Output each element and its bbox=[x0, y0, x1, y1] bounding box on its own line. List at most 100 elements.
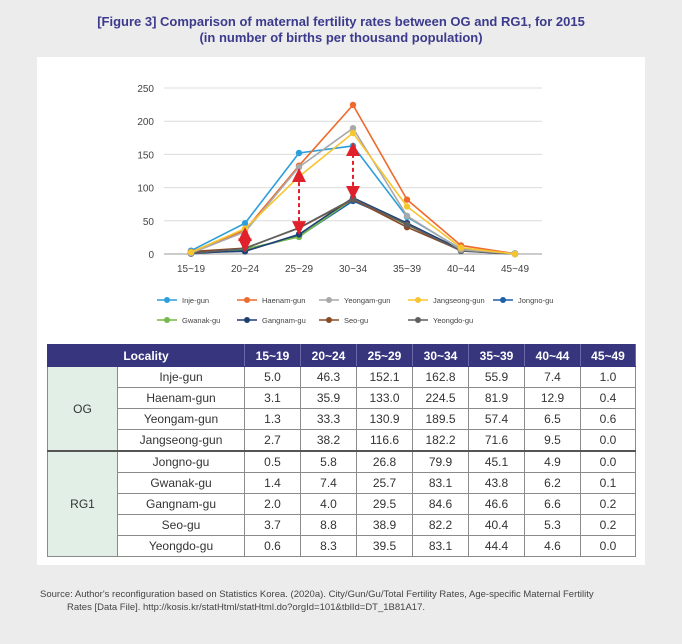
value-cell: 5.0 bbox=[244, 366, 302, 388]
figure-panel: 0 50 100 150 200 250 15~19 20~24 25~29 30~34 35~39… bbox=[37, 57, 645, 565]
value-cell: 4.0 bbox=[300, 493, 358, 515]
locality-cell: Haenam-gun bbox=[116, 387, 246, 409]
y-tick-label: 0 bbox=[148, 250, 154, 261]
value-cell: 0.2 bbox=[580, 493, 637, 515]
y-tick-label: 150 bbox=[137, 150, 154, 161]
header-age-group: 15~19 bbox=[244, 344, 302, 367]
value-cell: 133.0 bbox=[356, 387, 414, 409]
value-cell: 7.4 bbox=[300, 472, 358, 494]
value-cell: 4.6 bbox=[524, 535, 582, 557]
header-age-group: 40~44 bbox=[524, 344, 582, 367]
legend-marker bbox=[326, 317, 332, 323]
value-cell: 0.6 bbox=[244, 535, 302, 557]
locality-cell: Inje-gun bbox=[116, 366, 246, 388]
source-line-2: Rates [Data File]. http://kosis.kr/statH… bbox=[67, 602, 425, 613]
value-cell: 35.9 bbox=[300, 387, 358, 409]
value-cell: 9.5 bbox=[524, 429, 582, 452]
figure-title-line-2: (in number of births per thousand popula… bbox=[199, 30, 483, 45]
value-cell: 84.6 bbox=[412, 493, 470, 515]
value-cell: 1.0 bbox=[580, 366, 637, 388]
value-cell: 152.1 bbox=[356, 366, 414, 388]
header-age-group: 20~24 bbox=[300, 344, 358, 367]
legend-marker bbox=[326, 297, 332, 303]
table-row: Haenam-gun 3.1 35.9 133.0 224.5 81.9 12.9 0.4 bbox=[48, 387, 637, 409]
locality-cell: Seo-gu bbox=[116, 514, 246, 536]
legend-label: Gwanak-gu bbox=[182, 316, 220, 325]
series-line bbox=[190, 131, 516, 255]
locality-cell: Gangnam-gu bbox=[116, 493, 246, 515]
header-age-group: 35~39 bbox=[468, 344, 526, 367]
table-row: Jangseong-gun 2.7 38.2 116.6 182.2 71.6 9.5 0.0 bbox=[48, 429, 637, 452]
series-point bbox=[349, 129, 357, 137]
x-tick-label: 35~39 bbox=[393, 264, 422, 275]
figure-title: [Figure 3] Comparison of maternal fertil… bbox=[0, 14, 682, 46]
legend-marker bbox=[415, 297, 421, 303]
value-cell: 2.7 bbox=[244, 429, 302, 452]
value-cell: 79.9 bbox=[412, 450, 470, 473]
value-cell: 0.4 bbox=[580, 387, 637, 409]
table-row: RG1 Jongno-gu 0.5 5.8 26.8 79.9 45.1 4.9 0.0 bbox=[47, 450, 637, 557]
series-point bbox=[349, 142, 357, 150]
value-cell: 162.8 bbox=[412, 366, 470, 388]
y-tick-label: 200 bbox=[137, 117, 154, 128]
value-cell: 43.8 bbox=[468, 472, 526, 494]
legend-label: Yeongdo-gu bbox=[433, 316, 473, 325]
value-cell: 0.0 bbox=[580, 450, 637, 473]
table-header-row: Locality 15~19 20~24 25~29 30~34 35~39 40~44 45… bbox=[46, 344, 637, 367]
table-row: Yeongam-gun 1.3 33.3 130.9 189.5 57.4 6.5 0.6 bbox=[48, 408, 637, 430]
table-row: Seo-gu 3.7 8.8 38.9 82.2 40.4 5.3 0.2 bbox=[48, 514, 637, 536]
series-point bbox=[349, 195, 357, 203]
value-cell: 130.9 bbox=[356, 408, 414, 430]
value-cell: 3.7 bbox=[244, 514, 302, 536]
locality-cell: Jongno-gu bbox=[116, 450, 246, 473]
value-cell: 55.9 bbox=[468, 366, 526, 388]
x-tick-label: 30~34 bbox=[339, 264, 368, 275]
legend-label: Jangseong-gun bbox=[433, 296, 485, 305]
value-cell: 57.4 bbox=[468, 408, 526, 430]
value-cell: 33.3 bbox=[300, 408, 358, 430]
value-cell: 82.2 bbox=[412, 514, 470, 536]
value-cell: 83.1 bbox=[412, 535, 470, 557]
source-line-1: Source: Author's reconfiguration based o… bbox=[40, 589, 594, 600]
series-point bbox=[295, 149, 303, 157]
value-cell: 0.0 bbox=[580, 429, 637, 452]
value-cell: 0.0 bbox=[580, 535, 637, 557]
legend-marker bbox=[164, 297, 170, 303]
source-note: Source: Author's reconfiguration based o… bbox=[40, 588, 660, 614]
legend-label: Jongno-gu bbox=[518, 296, 553, 305]
series-point bbox=[403, 221, 411, 228]
value-cell: 1.4 bbox=[244, 472, 302, 494]
table-row: Gangnam-gu 2.0 4.0 29.5 84.6 46.6 6.6 0.2 bbox=[48, 493, 637, 515]
value-cell: 0.5 bbox=[244, 450, 302, 473]
header-age-group: 25~29 bbox=[356, 344, 414, 367]
series-point bbox=[187, 249, 195, 256]
value-cell: 12.9 bbox=[524, 387, 582, 409]
series-point bbox=[295, 231, 303, 238]
y-tick-label: 100 bbox=[137, 184, 154, 195]
value-cell: 45.1 bbox=[468, 450, 526, 473]
table-row: Gwanak-gu 1.4 7.4 25.7 83.1 43.8 6.2 0.1 bbox=[48, 472, 637, 494]
value-cell: 5.8 bbox=[300, 450, 358, 473]
series-point bbox=[241, 245, 249, 252]
legend-label: Seo-gu bbox=[344, 316, 368, 325]
legend-marker bbox=[415, 317, 421, 323]
value-cell: 26.8 bbox=[356, 450, 414, 473]
header-age-group: 30~34 bbox=[412, 344, 470, 367]
series-point bbox=[403, 203, 411, 210]
value-cell: 46.3 bbox=[300, 366, 358, 388]
value-cell: 0.1 bbox=[580, 472, 637, 494]
value-cell: 1.3 bbox=[244, 408, 302, 430]
value-cell: 40.4 bbox=[468, 514, 526, 536]
series-point bbox=[349, 124, 357, 132]
value-cell: 38.2 bbox=[300, 429, 358, 452]
value-cell: 7.4 bbox=[524, 366, 582, 388]
x-tick-label: 40~44 bbox=[447, 264, 476, 275]
value-cell: 2.0 bbox=[244, 493, 302, 515]
y-tick-label: 50 bbox=[143, 217, 155, 228]
value-cell: 44.4 bbox=[468, 535, 526, 557]
legend-marker bbox=[164, 317, 170, 323]
locality-cell: Jangseong-gun bbox=[116, 429, 246, 452]
value-cell: 83.1 bbox=[412, 472, 470, 494]
value-cell: 39.5 bbox=[356, 535, 414, 557]
value-cell: 38.9 bbox=[356, 514, 414, 536]
